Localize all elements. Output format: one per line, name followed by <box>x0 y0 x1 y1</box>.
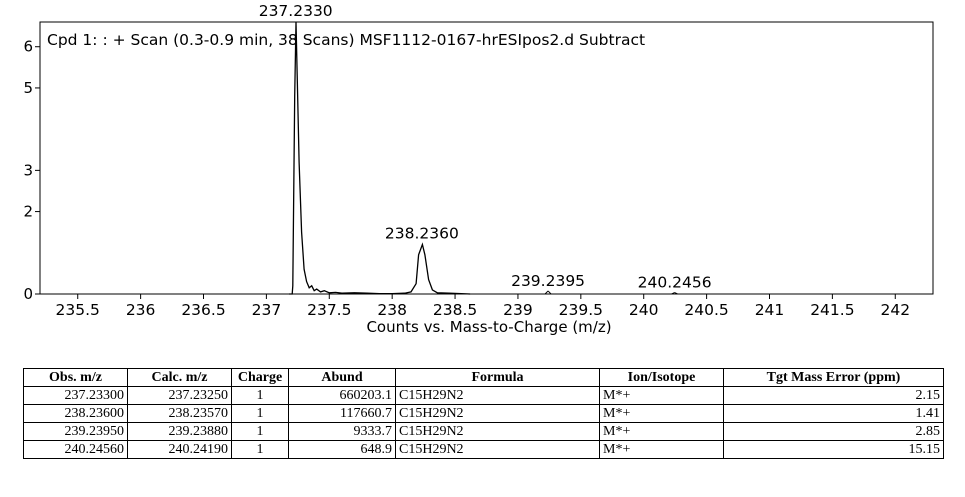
table-cell: M*+ <box>599 422 724 441</box>
x-axis: 235.5 236 236.5 237 237.5 238 238.5 239 239.5 240… <box>56 294 910 319</box>
spectrum-line <box>289 21 471 295</box>
table-row: 239.23950 239.23880 1 9333.7 C15H29N2 M*+ 2.85 <box>23 422 944 441</box>
y-tick-label: 2 <box>23 203 33 221</box>
peak-annotations: 237.2330 238.2360 239.2395 240.2456 <box>259 2 712 292</box>
x-tick-label: 239.5 <box>559 301 603 319</box>
x-tick-label: 241.5 <box>810 301 854 319</box>
x-tick-label: 240 <box>629 301 659 319</box>
table-cell: C15H29N2 <box>395 404 600 423</box>
x-tick-label: 240.5 <box>684 301 728 319</box>
table-cell: 2.15 <box>723 386 944 405</box>
chart-title: Cpd 1: : + Scan (0.3-0.9 min, 38 Scans) … <box>47 31 645 49</box>
table-cell: 1 <box>231 386 289 405</box>
table-cell: 238.23570 <box>127 404 232 423</box>
peak-label: 239.2395 <box>511 272 585 290</box>
formula-results-table: Obs. m/z Calc. m/z Charge Abund Formula Ion/I… <box>23 368 944 459</box>
table-cell: C15H29N2 <box>395 440 600 459</box>
column-header: Formula <box>395 368 600 387</box>
column-header: Tgt Mass Error (ppm) <box>723 368 944 387</box>
y-tick-label: 5 <box>23 79 33 97</box>
y-tick-label: 6 <box>23 38 33 56</box>
table-cell: 237.23300 <box>23 386 128 405</box>
x-tick-label: 235.5 <box>56 301 100 319</box>
table-cell: 15.15 <box>723 440 944 459</box>
peak-label: 237.2330 <box>259 2 333 20</box>
table-cell: 240.24190 <box>127 440 232 459</box>
minor-peak <box>547 290 552 295</box>
peak-label: 238.2360 <box>385 225 459 243</box>
table-cell: 2.85 <box>723 422 944 441</box>
column-header: Charge <box>231 368 289 387</box>
x-tick-label: 239 <box>503 301 533 319</box>
table-cell: 239.23880 <box>127 422 232 441</box>
x-tick-label: 236.5 <box>181 301 225 319</box>
table-cell: M*+ <box>599 404 724 423</box>
x-axis-label: Counts vs. Mass-to-Charge (m/z) <box>366 318 611 336</box>
table-cell: 239.23950 <box>23 422 128 441</box>
table-row: 238.23600 238.23570 1 117660.7 C15H29N2 M*+ 1.… <box>23 404 944 423</box>
table-cell: C15H29N2 <box>395 386 600 405</box>
x-tick-label: 236 <box>126 301 156 319</box>
spectrum-traces <box>289 21 678 295</box>
column-header: Abund <box>288 368 396 387</box>
table-row: 237.23300 237.23250 1 660203.1 C15H29N2 M*+ 2.… <box>23 386 944 405</box>
x-tick-label: 238 <box>377 301 407 319</box>
x-tick-label: 237.5 <box>307 301 351 319</box>
table-cell: 117660.7 <box>288 404 396 423</box>
y-axis: 0 2 3 5 6 <box>23 38 40 303</box>
column-header: Ion/Isotope <box>599 368 724 387</box>
table-cell: 237.23250 <box>127 386 232 405</box>
table-cell: 1.41 <box>723 404 944 423</box>
x-tick-label: 237 <box>252 301 282 319</box>
minor-peak <box>674 292 678 295</box>
column-header: Calc. m/z <box>127 368 232 387</box>
table-cell: 1 <box>231 440 289 459</box>
table-cell: 660203.1 <box>288 386 396 405</box>
table-cell: 240.24560 <box>23 440 128 459</box>
mass-spectrum-chart: Cpd 1: : + Scan (0.3-0.9 min, 38 Scans) … <box>23 2 934 336</box>
table-cell: M*+ <box>599 386 724 405</box>
table-cell: C15H29N2 <box>395 422 600 441</box>
y-tick-label: 0 <box>23 285 33 303</box>
x-tick-label: 241 <box>755 301 785 319</box>
table-cell: M*+ <box>599 440 724 459</box>
table-cell: 9333.7 <box>288 422 396 441</box>
y-tick-label: 3 <box>23 161 33 179</box>
x-tick-label: 238.5 <box>433 301 477 319</box>
table-cell: 1 <box>231 422 289 441</box>
minor-peak <box>671 292 675 295</box>
peak-label: 240.2456 <box>638 274 712 292</box>
table-cell: 1 <box>231 404 289 423</box>
minor-peak <box>544 290 549 295</box>
plot-frame <box>39 21 934 295</box>
table-row: 240.24560 240.24190 1 648.9 C15H29N2 M*+ 15.15 <box>23 440 944 459</box>
table-header-row: Obs. m/z Calc. m/z Charge Abund Formula Ion/I… <box>23 368 944 387</box>
x-tick-label: 242 <box>880 301 910 319</box>
table-cell: 238.23600 <box>23 404 128 423</box>
table-cell: 648.9 <box>288 440 396 459</box>
column-header: Obs. m/z <box>23 368 128 387</box>
